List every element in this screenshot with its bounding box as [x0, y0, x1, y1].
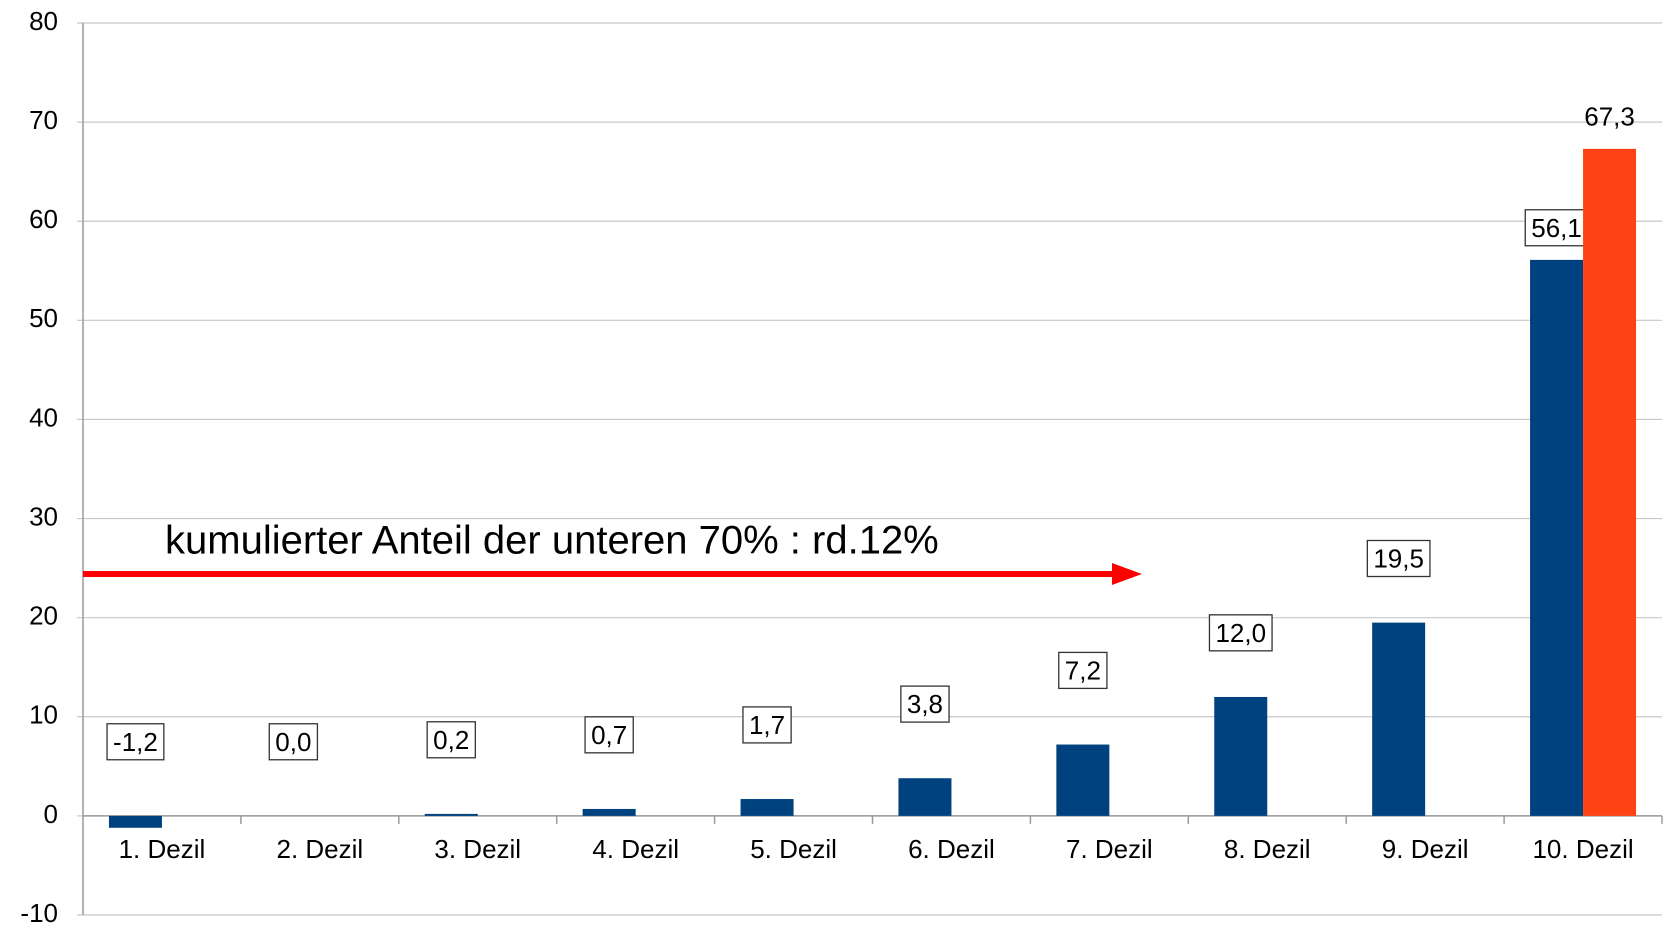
value-label-box [584, 716, 634, 754]
y-tick-label: 70 [29, 105, 58, 135]
bar [424, 813, 478, 816]
x-tick-label: 4. Dezil [592, 834, 679, 864]
value-label-box [900, 685, 950, 723]
x-tick-label: 9. Dezil [1382, 834, 1469, 864]
value-label-box [1366, 539, 1431, 578]
value-label: 0,7 [591, 720, 627, 750]
bar [108, 815, 162, 828]
y-tick-label: -10 [20, 898, 58, 928]
value-label-box [1058, 651, 1108, 690]
value-label-box [742, 706, 792, 744]
x-tick-label: 5. Dezil [750, 834, 837, 864]
value-label-box [268, 723, 319, 761]
value-label: 19,5 [1373, 543, 1424, 573]
x-tick-label: 7. Dezil [1066, 834, 1153, 864]
x-tick-label: 6. Dezil [908, 834, 995, 864]
value-label-box [106, 723, 165, 761]
value-label-box [426, 721, 476, 759]
x-tick-label: 1. Dezil [119, 834, 206, 864]
value-label: 3,8 [907, 689, 943, 719]
bar [740, 799, 794, 816]
value-label: 56,1 [1531, 213, 1582, 243]
y-tick-label: 20 [29, 601, 58, 631]
x-tick-label: 10. Dezil [1532, 834, 1633, 864]
value-label: -1,2 [113, 727, 158, 757]
bar [1056, 744, 1110, 816]
value-label-box [1524, 209, 1589, 247]
value-label: 0,2 [433, 725, 469, 755]
value-label: 67,3 [1584, 102, 1635, 132]
y-tick-label: 10 [29, 700, 58, 730]
y-tick-label: 50 [29, 303, 58, 333]
x-tick-label: 2. Dezil [276, 834, 363, 864]
bar [582, 808, 636, 816]
value-label: 12,0 [1215, 618, 1266, 648]
value-label-box [1208, 614, 1273, 652]
bar [1372, 622, 1426, 816]
bar [898, 778, 952, 816]
annotation-arrowhead [1112, 563, 1142, 585]
value-label: 7,2 [1065, 655, 1101, 685]
y-tick-label: 60 [29, 204, 58, 234]
bar [1214, 696, 1268, 816]
x-tick-label: 8. Dezil [1224, 834, 1311, 864]
x-tick-label: 3. Dezil [434, 834, 521, 864]
y-tick-label: 80 [29, 6, 58, 36]
bar [1530, 259, 1584, 816]
y-tick-label: 40 [29, 402, 58, 432]
annotation: kumulierter Anteil der unteren 70% : rd.… [165, 519, 939, 563]
value-label: 1,7 [749, 710, 785, 740]
y-tick-label: 0 [44, 799, 58, 829]
value-label: 0,0 [275, 727, 311, 757]
y-tick-label: 30 [29, 501, 58, 531]
bar [1583, 148, 1637, 816]
